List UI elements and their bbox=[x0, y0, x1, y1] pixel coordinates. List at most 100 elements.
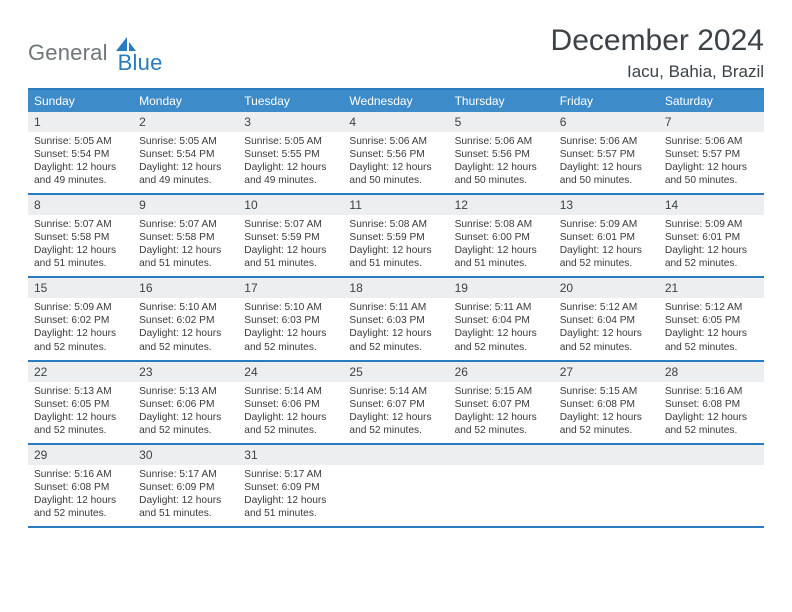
daylight-line: Daylight: 12 hours and 52 minutes. bbox=[139, 411, 232, 437]
dow-header: Friday bbox=[554, 90, 659, 112]
day-cell: 4Sunrise: 5:06 AMSunset: 5:56 PMDaylight… bbox=[343, 112, 448, 193]
day-number: 20 bbox=[554, 278, 659, 298]
sunrise-line: Sunrise: 5:08 AM bbox=[349, 218, 442, 231]
sunrise-line: Sunrise: 5:17 AM bbox=[244, 468, 337, 481]
day-cell: 16Sunrise: 5:10 AMSunset: 6:02 PMDayligh… bbox=[133, 278, 238, 359]
daylight-line: Daylight: 12 hours and 50 minutes. bbox=[665, 161, 758, 187]
day-body-empty bbox=[659, 465, 764, 523]
sunset-line: Sunset: 5:54 PM bbox=[34, 148, 127, 161]
day-body-empty bbox=[449, 465, 554, 523]
sunset-line: Sunset: 6:01 PM bbox=[560, 231, 653, 244]
sunset-line: Sunset: 6:04 PM bbox=[560, 314, 653, 327]
sunrise-line: Sunrise: 5:10 AM bbox=[139, 301, 232, 314]
daylight-line: Daylight: 12 hours and 52 minutes. bbox=[560, 327, 653, 353]
day-cell: 29Sunrise: 5:16 AMSunset: 6:08 PMDayligh… bbox=[28, 445, 133, 526]
sunset-line: Sunset: 6:06 PM bbox=[139, 398, 232, 411]
sunset-line: Sunset: 6:01 PM bbox=[665, 231, 758, 244]
sunset-line: Sunset: 6:09 PM bbox=[244, 481, 337, 494]
day-cell: 1Sunrise: 5:05 AMSunset: 5:54 PMDaylight… bbox=[28, 112, 133, 193]
day-number: 4 bbox=[343, 112, 448, 132]
daylight-line: Daylight: 12 hours and 49 minutes. bbox=[139, 161, 232, 187]
day-body: Sunrise: 5:05 AMSunset: 5:54 PMDaylight:… bbox=[133, 132, 238, 193]
daylight-line: Daylight: 12 hours and 51 minutes. bbox=[349, 244, 442, 270]
sunset-line: Sunset: 5:57 PM bbox=[560, 148, 653, 161]
day-body: Sunrise: 5:14 AMSunset: 6:07 PMDaylight:… bbox=[343, 382, 448, 443]
day-number: 1 bbox=[28, 112, 133, 132]
day-number: 5 bbox=[449, 112, 554, 132]
daylight-line: Daylight: 12 hours and 52 minutes. bbox=[455, 327, 548, 353]
daylight-line: Daylight: 12 hours and 50 minutes. bbox=[455, 161, 548, 187]
day-body: Sunrise: 5:13 AMSunset: 6:05 PMDaylight:… bbox=[28, 382, 133, 443]
week-row: 15Sunrise: 5:09 AMSunset: 6:02 PMDayligh… bbox=[28, 278, 764, 361]
day-cell: 7Sunrise: 5:06 AMSunset: 5:57 PMDaylight… bbox=[659, 112, 764, 193]
day-body: Sunrise: 5:12 AMSunset: 6:04 PMDaylight:… bbox=[554, 298, 659, 359]
day-number: 26 bbox=[449, 362, 554, 382]
daylight-line: Daylight: 12 hours and 52 minutes. bbox=[244, 327, 337, 353]
weeks-container: 1Sunrise: 5:05 AMSunset: 5:54 PMDaylight… bbox=[28, 112, 764, 528]
daylight-line: Daylight: 12 hours and 52 minutes. bbox=[139, 327, 232, 353]
sunrise-line: Sunrise: 5:14 AM bbox=[244, 385, 337, 398]
day-number: 10 bbox=[238, 195, 343, 215]
day-body: Sunrise: 5:10 AMSunset: 6:02 PMDaylight:… bbox=[133, 298, 238, 359]
day-cell: 11Sunrise: 5:08 AMSunset: 5:59 PMDayligh… bbox=[343, 195, 448, 276]
daylight-line: Daylight: 12 hours and 51 minutes. bbox=[244, 494, 337, 520]
logo-text-general: General bbox=[28, 40, 108, 66]
sunrise-line: Sunrise: 5:05 AM bbox=[139, 135, 232, 148]
sunset-line: Sunset: 6:06 PM bbox=[244, 398, 337, 411]
day-cell bbox=[343, 445, 448, 526]
day-cell: 23Sunrise: 5:13 AMSunset: 6:06 PMDayligh… bbox=[133, 362, 238, 443]
day-body: Sunrise: 5:11 AMSunset: 6:04 PMDaylight:… bbox=[449, 298, 554, 359]
daylight-line: Daylight: 12 hours and 52 minutes. bbox=[455, 411, 548, 437]
day-cell: 19Sunrise: 5:11 AMSunset: 6:04 PMDayligh… bbox=[449, 278, 554, 359]
week-row: 29Sunrise: 5:16 AMSunset: 6:08 PMDayligh… bbox=[28, 445, 764, 528]
day-number: 2 bbox=[133, 112, 238, 132]
day-body: Sunrise: 5:08 AMSunset: 6:00 PMDaylight:… bbox=[449, 215, 554, 276]
daylight-line: Daylight: 12 hours and 51 minutes. bbox=[34, 244, 127, 270]
sunset-line: Sunset: 5:58 PM bbox=[139, 231, 232, 244]
day-body: Sunrise: 5:14 AMSunset: 6:06 PMDaylight:… bbox=[238, 382, 343, 443]
day-cell: 31Sunrise: 5:17 AMSunset: 6:09 PMDayligh… bbox=[238, 445, 343, 526]
daylight-line: Daylight: 12 hours and 52 minutes. bbox=[244, 411, 337, 437]
day-cell: 20Sunrise: 5:12 AMSunset: 6:04 PMDayligh… bbox=[554, 278, 659, 359]
header: General Blue December 2024 Iacu, Bahia, … bbox=[28, 24, 764, 82]
daylight-line: Daylight: 12 hours and 50 minutes. bbox=[560, 161, 653, 187]
sunset-line: Sunset: 6:08 PM bbox=[665, 398, 758, 411]
sunset-line: Sunset: 6:05 PM bbox=[34, 398, 127, 411]
daylight-line: Daylight: 12 hours and 52 minutes. bbox=[349, 411, 442, 437]
sunrise-line: Sunrise: 5:14 AM bbox=[349, 385, 442, 398]
day-number: 30 bbox=[133, 445, 238, 465]
dow-header: Saturday bbox=[659, 90, 764, 112]
day-body: Sunrise: 5:06 AMSunset: 5:57 PMDaylight:… bbox=[554, 132, 659, 193]
day-body: Sunrise: 5:07 AMSunset: 5:58 PMDaylight:… bbox=[28, 215, 133, 276]
day-number: 22 bbox=[28, 362, 133, 382]
day-number: 13 bbox=[554, 195, 659, 215]
day-body-empty bbox=[554, 465, 659, 523]
sunrise-line: Sunrise: 5:11 AM bbox=[455, 301, 548, 314]
day-body-empty bbox=[343, 465, 448, 523]
day-cell: 24Sunrise: 5:14 AMSunset: 6:06 PMDayligh… bbox=[238, 362, 343, 443]
sunset-line: Sunset: 5:56 PM bbox=[349, 148, 442, 161]
day-number: 12 bbox=[449, 195, 554, 215]
day-body: Sunrise: 5:06 AMSunset: 5:57 PMDaylight:… bbox=[659, 132, 764, 193]
daylight-line: Daylight: 12 hours and 51 minutes. bbox=[139, 494, 232, 520]
sunrise-line: Sunrise: 5:07 AM bbox=[34, 218, 127, 231]
day-number: 21 bbox=[659, 278, 764, 298]
day-body: Sunrise: 5:15 AMSunset: 6:08 PMDaylight:… bbox=[554, 382, 659, 443]
day-body: Sunrise: 5:09 AMSunset: 6:02 PMDaylight:… bbox=[28, 298, 133, 359]
day-cell: 25Sunrise: 5:14 AMSunset: 6:07 PMDayligh… bbox=[343, 362, 448, 443]
day-cell bbox=[659, 445, 764, 526]
daylight-line: Daylight: 12 hours and 49 minutes. bbox=[34, 161, 127, 187]
day-cell: 22Sunrise: 5:13 AMSunset: 6:05 PMDayligh… bbox=[28, 362, 133, 443]
sunset-line: Sunset: 5:55 PM bbox=[244, 148, 337, 161]
logo-text-blue: Blue bbox=[118, 50, 163, 76]
day-number-empty bbox=[449, 445, 554, 465]
calendar-grid: SundayMondayTuesdayWednesdayThursdayFrid… bbox=[28, 88, 764, 528]
sunrise-line: Sunrise: 5:06 AM bbox=[455, 135, 548, 148]
sunset-line: Sunset: 6:03 PM bbox=[349, 314, 442, 327]
day-body: Sunrise: 5:15 AMSunset: 6:07 PMDaylight:… bbox=[449, 382, 554, 443]
day-cell: 3Sunrise: 5:05 AMSunset: 5:55 PMDaylight… bbox=[238, 112, 343, 193]
day-body: Sunrise: 5:08 AMSunset: 5:59 PMDaylight:… bbox=[343, 215, 448, 276]
sunset-line: Sunset: 5:58 PM bbox=[34, 231, 127, 244]
day-body: Sunrise: 5:10 AMSunset: 6:03 PMDaylight:… bbox=[238, 298, 343, 359]
calendar-page: General Blue December 2024 Iacu, Bahia, … bbox=[0, 0, 792, 538]
